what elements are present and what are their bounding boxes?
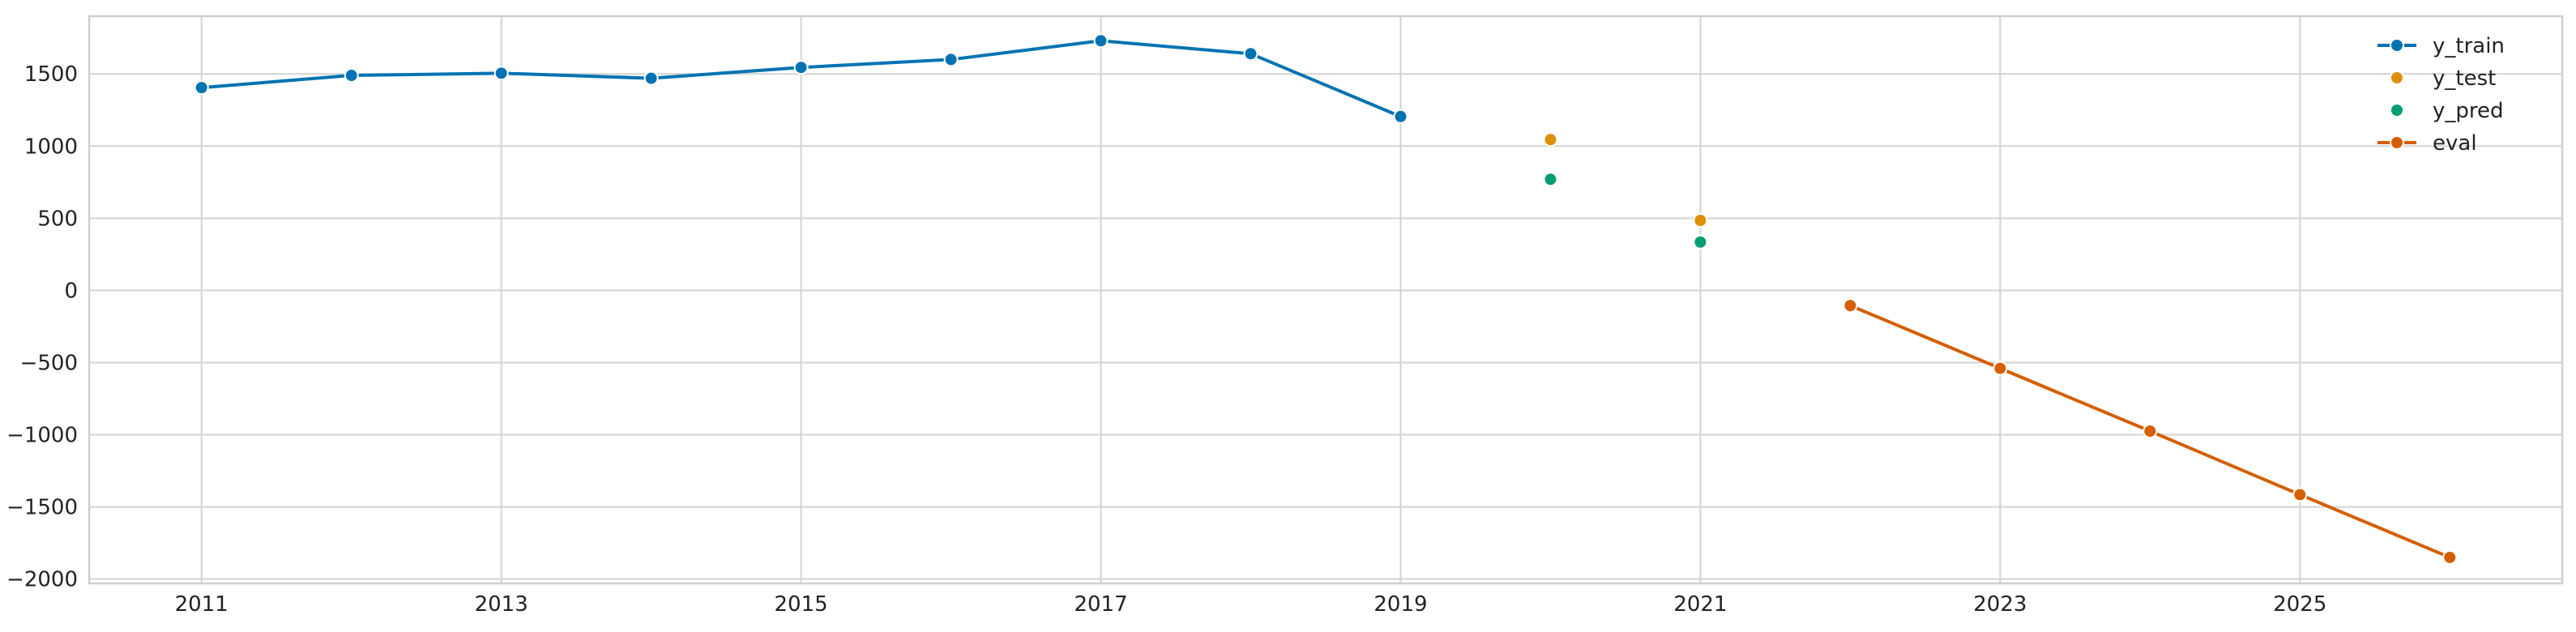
legend-item-y_pred: y_pred: [2390, 99, 2504, 123]
data-point-y_test: [1543, 132, 1558, 147]
x-tick-label: 2017: [1074, 592, 1127, 617]
y-tick-label: −1000: [6, 424, 78, 448]
legend-label: y_train: [2433, 34, 2505, 58]
x-tick-label: 2013: [475, 592, 528, 617]
legend-item-y_test: y_test: [2390, 66, 2496, 91]
x-tick-label: 2021: [1673, 592, 1727, 617]
legend-item-eval: eval: [2377, 131, 2477, 156]
x-tick-label: 2015: [775, 592, 828, 617]
y-tick-label: 0: [64, 279, 78, 303]
data-point-eval: [2292, 487, 2308, 502]
y-tick-label: −1500: [6, 496, 78, 520]
x-tick-label: 2011: [175, 592, 229, 617]
data-point-y_train: [793, 60, 809, 75]
data-point-eval: [1843, 298, 1858, 314]
data-point-y_train: [943, 52, 959, 67]
data-point-y_train: [493, 66, 509, 81]
data-point-y_train: [643, 70, 659, 86]
y-tick-label: −500: [20, 351, 78, 375]
x-tick-label: 2025: [2273, 592, 2326, 617]
legend-label: y_pred: [2433, 99, 2504, 123]
series-y_pred: [1543, 172, 1708, 250]
y-tick-label: −2000: [6, 568, 78, 592]
legend-label: eval: [2433, 131, 2477, 156]
legend-marker-swatch: [2390, 103, 2404, 117]
data-point-y_train: [194, 80, 209, 96]
data-point-y_train: [1393, 109, 1408, 124]
y-tick-label: 500: [37, 207, 78, 231]
y-tick-label: 1000: [24, 135, 78, 159]
data-point-y_train: [344, 68, 359, 83]
legend-marker-swatch: [2390, 70, 2404, 85]
y-tick-label: 1500: [24, 62, 78, 87]
legend-label: y_test: [2433, 66, 2496, 91]
series-y_test: [1543, 132, 1708, 228]
data-point-y_test: [1693, 213, 1708, 228]
data-point-y_pred: [1693, 234, 1708, 250]
plot-frame: [88, 15, 2564, 585]
series-eval: [1843, 298, 2458, 565]
x-tick-label: 2023: [1973, 592, 2027, 617]
y-axis-ticks: 1500 1000 500 0 −500 −1000 −1500 −2000: [6, 62, 78, 591]
data-point-y_pred: [1543, 172, 1558, 187]
x-tick-label: 2019: [1373, 592, 1427, 617]
data-point-eval: [2142, 424, 2158, 439]
legend-marker-swatch: [2390, 38, 2404, 53]
data-point-y_train: [1243, 46, 1258, 62]
legend-marker-swatch: [2390, 135, 2404, 150]
data-point-eval: [1993, 361, 2008, 376]
series: [194, 33, 2458, 565]
legend-item-y_train: y_train: [2377, 34, 2505, 58]
data-point-eval: [2442, 549, 2458, 565]
data-point-y_train: [1093, 33, 1109, 49]
grid: [89, 16, 2562, 583]
x-axis-ticks: 2011 2013 2015 2017 2019 2021 2023 2025: [175, 592, 2327, 617]
series-y_train: [194, 33, 1408, 124]
